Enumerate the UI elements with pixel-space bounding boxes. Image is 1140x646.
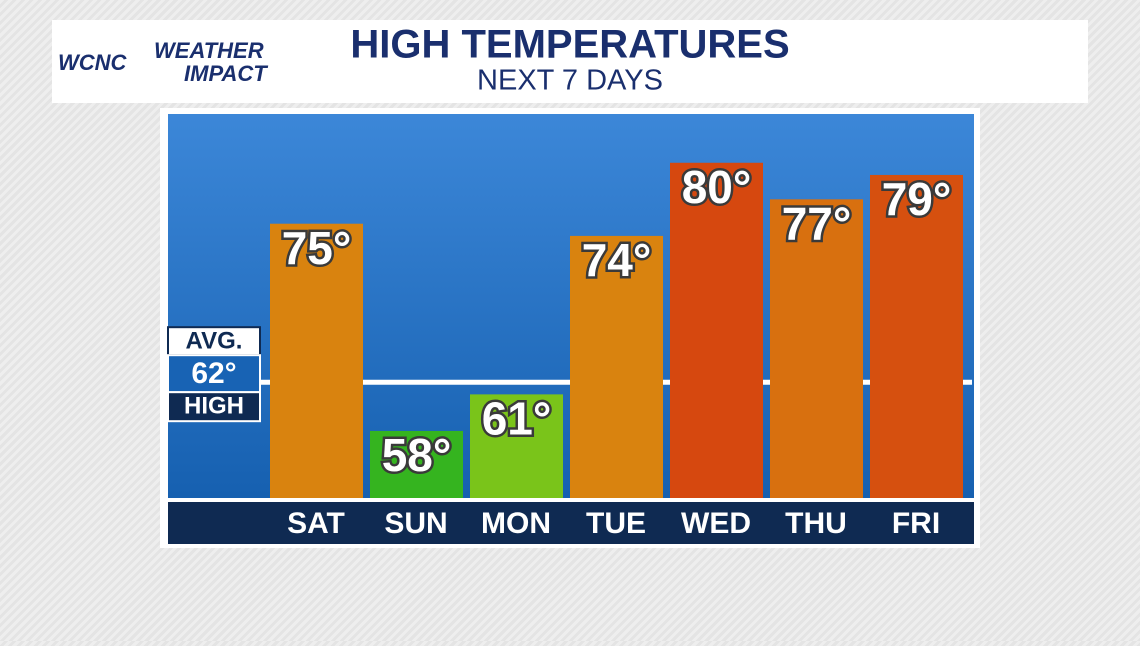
value-label: 61° — [482, 393, 552, 445]
bar — [370, 430, 463, 498]
x-tick-label: FRI — [892, 507, 940, 540]
value-label: 74° — [582, 234, 652, 286]
day-strip — [168, 502, 974, 544]
value-label: 75° — [282, 222, 352, 274]
x-tick-label: WED — [681, 507, 751, 540]
logo-impact: IMPACT — [184, 61, 268, 86]
x-tick-label: TUE — [586, 507, 646, 540]
value-label: 58° — [382, 429, 452, 481]
avg-value: 62° — [191, 357, 236, 390]
value-label: 80° — [682, 161, 752, 213]
bar — [270, 223, 363, 498]
bar — [670, 162, 763, 498]
x-tick-label: SUN — [384, 507, 447, 540]
bar — [470, 394, 563, 498]
x-tick-label: SAT — [287, 507, 345, 540]
x-tick-label: THU — [785, 507, 847, 540]
logo-weather: WEATHER — [154, 38, 264, 63]
chart-title: HIGH TEMPERATURES — [350, 23, 789, 67]
chart-subtitle: NEXT 7 DAYS — [477, 65, 663, 97]
value-label: 79° — [882, 173, 952, 225]
bar — [870, 174, 963, 498]
bar — [570, 235, 663, 498]
x-tick-label: MON — [481, 507, 551, 540]
avg-bottom-label: HIGH — [184, 393, 244, 420]
avg-box-bottom — [167, 391, 261, 423]
header — [52, 20, 1088, 103]
avg-box-top — [167, 326, 261, 357]
bar — [770, 199, 863, 499]
value-label: 77° — [782, 197, 852, 249]
avg-label: AVG. — [186, 328, 243, 355]
logo-wcnc: WCNC — [58, 50, 128, 75]
